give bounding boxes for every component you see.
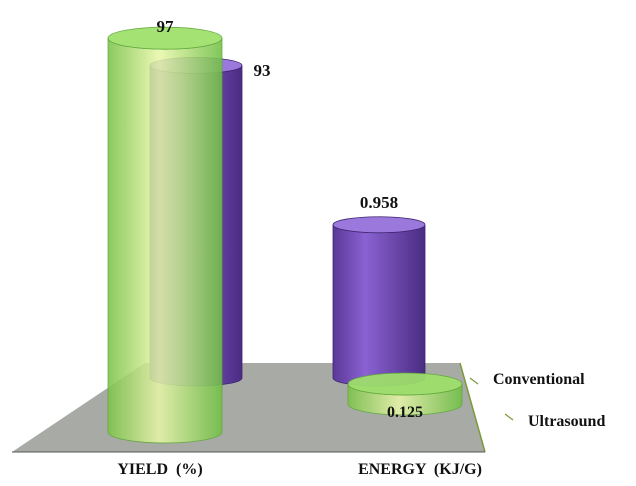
category-label-energy: ENERGY (KJ/G): [358, 461, 482, 478]
depth-tick-conventional: [469, 377, 479, 385]
bar-conventional-energy: [332, 216, 426, 387]
bar-conventional-energy-body: [332, 224, 426, 387]
depth-axis: [459, 362, 486, 453]
depth-tick-ultrasound: [504, 413, 514, 421]
series-label-ultrasound: Ultrasound: [528, 413, 605, 430]
bar-ultrasound-yield-top: [107, 26, 223, 50]
data-label-conventional-yield: 93: [254, 61, 271, 80]
data-label-ultrasound-yield: 97: [157, 17, 175, 36]
data-label-ultrasound-energy: 0.125: [387, 404, 423, 421]
bar-ultrasound-yield: [107, 26, 223, 444]
series-label-conventional: Conventional: [493, 371, 585, 388]
bar-ultrasound-energy: [347, 372, 463, 416]
bar-ultrasound-yield-body: [107, 38, 223, 444]
series-ultrasound: [107, 26, 463, 444]
bar-ultrasound-energy-top: [347, 372, 463, 396]
category-label-yield: YIELD (%): [117, 461, 202, 478]
bar-conventional-energy-top: [332, 216, 426, 234]
data-label-conventional-energy: 0.958: [360, 193, 398, 212]
